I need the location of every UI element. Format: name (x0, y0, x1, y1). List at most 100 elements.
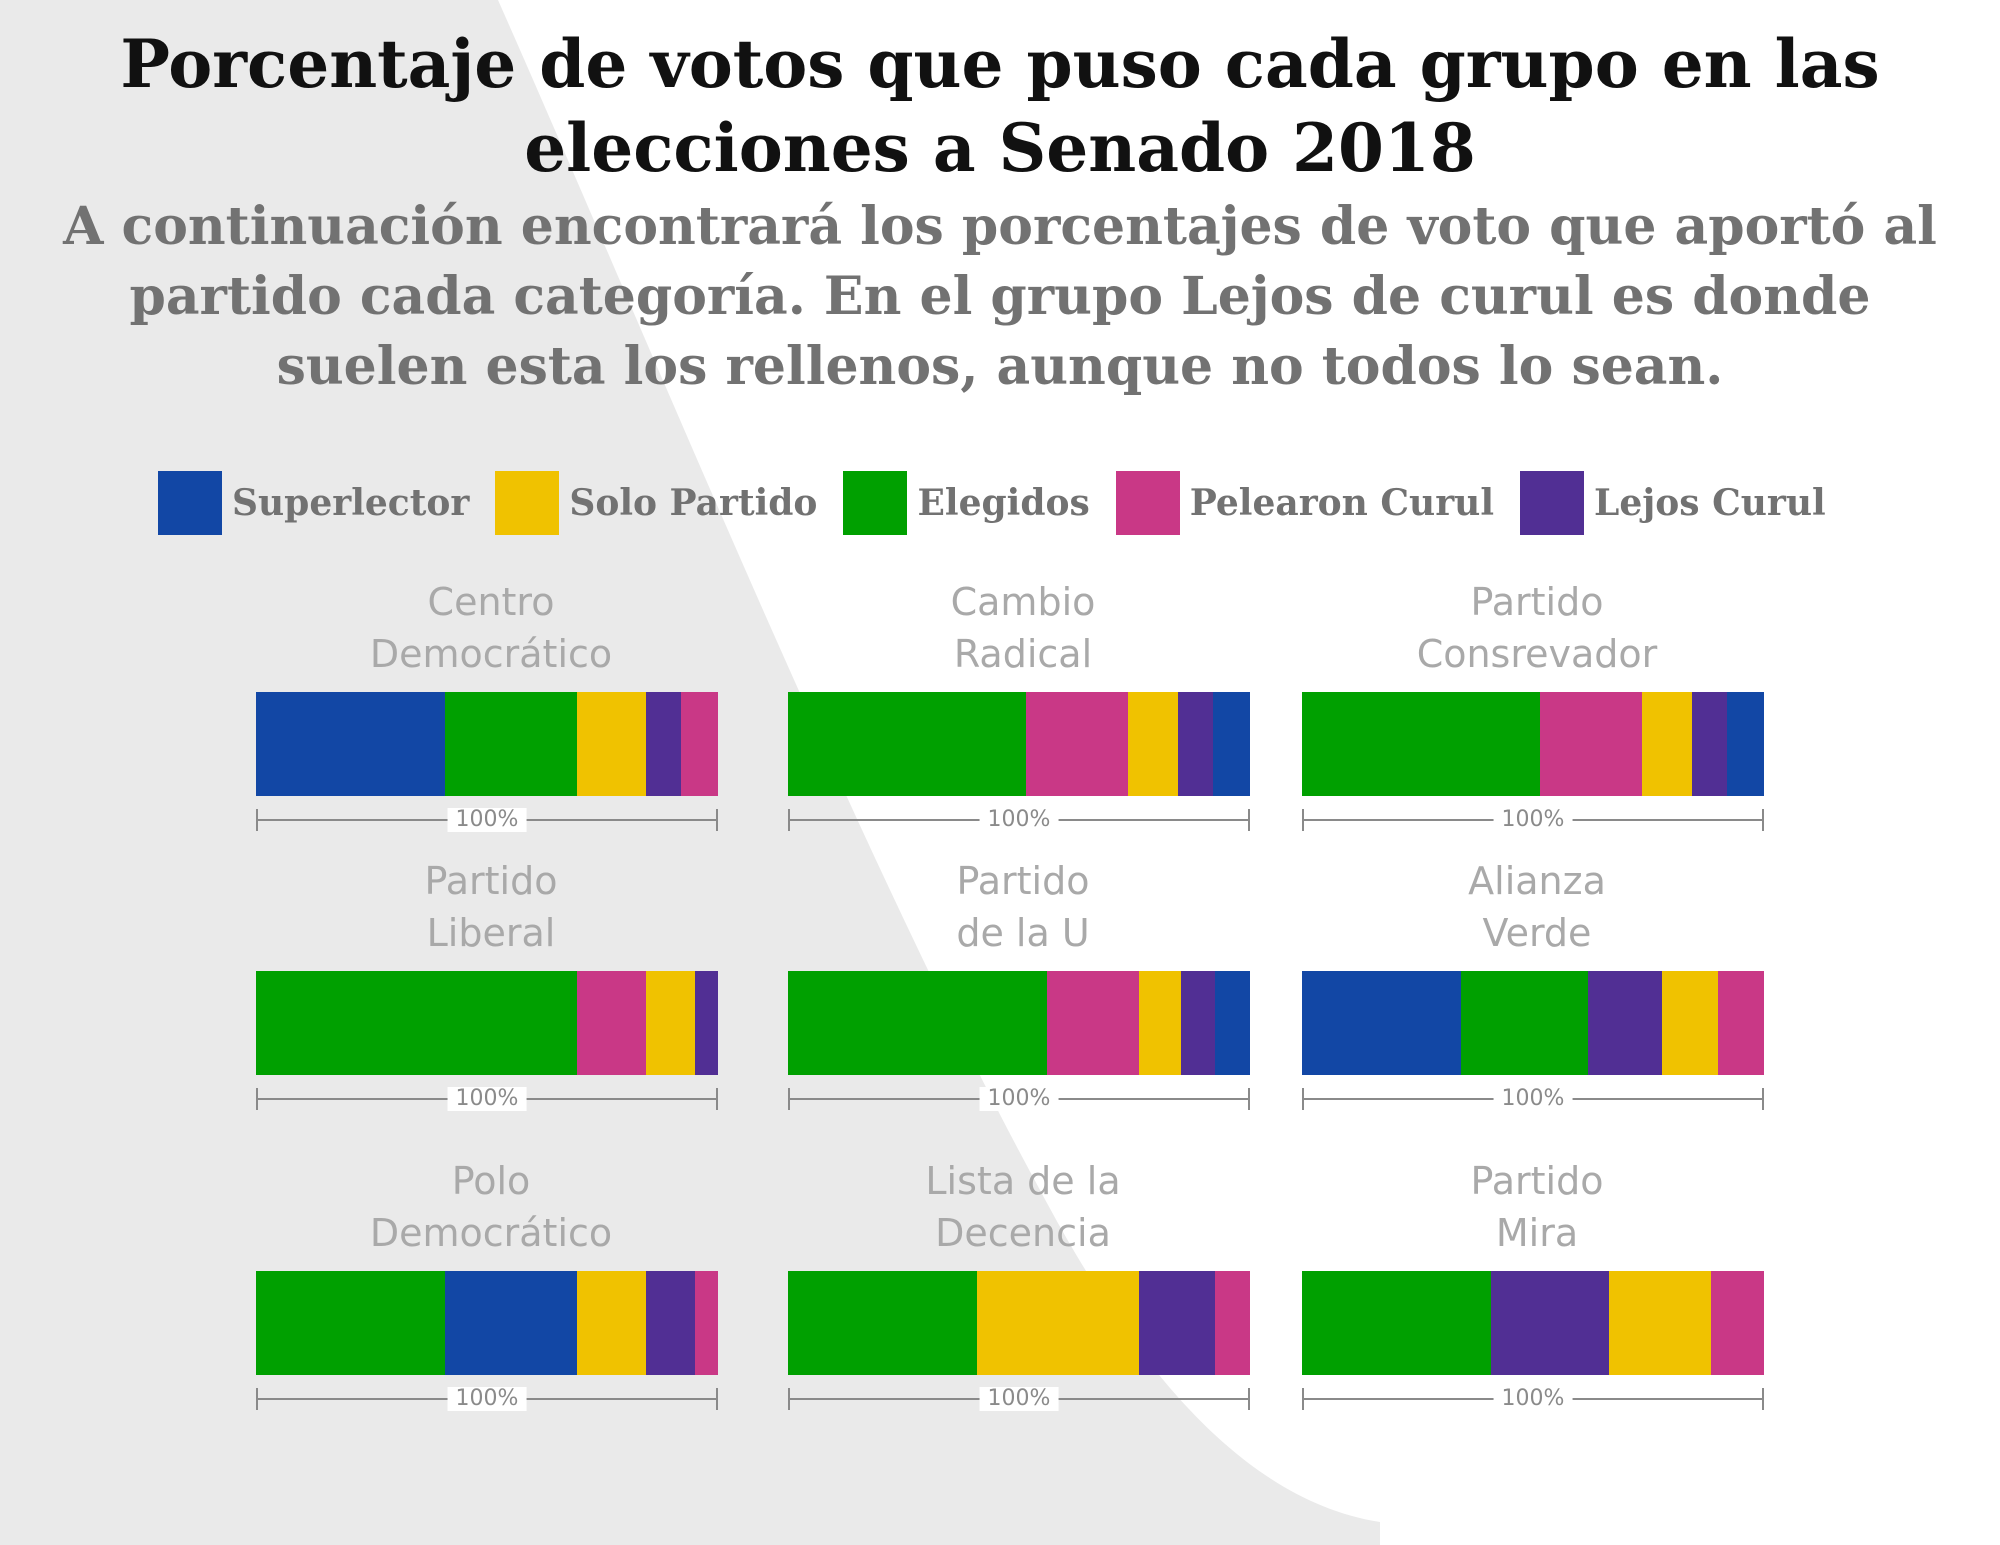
scale-tick-left (788, 809, 790, 831)
stacked-bar (788, 971, 1250, 1075)
legend: Superlector Solo Partido Elegidos Pelearon … (158, 470, 1852, 536)
bar-segment-lejos-curul (1139, 1271, 1216, 1375)
bar-segment-elegidos (788, 692, 1026, 796)
bar-segment-solo-partido (577, 1271, 647, 1375)
party-name: Alianza Verde (1302, 855, 1772, 959)
legend-label: Elegidos (917, 482, 1090, 524)
scale-bracket: 100% (256, 808, 718, 832)
bar-segment-lejos-curul (646, 1271, 695, 1375)
scale-bracket: 100% (256, 1087, 718, 1111)
scale-tick-right (1248, 1388, 1250, 1410)
party-name-line: Polo (451, 1159, 531, 1203)
bar-segment-pelearon-curul (577, 971, 647, 1075)
bar-segment-pelearon-curul (1539, 692, 1642, 796)
bar-segment-pelearon-curul (1717, 971, 1764, 1075)
party-name: Partido de la U (788, 855, 1258, 959)
bar-segment-lejos-curul (1692, 692, 1727, 796)
stacked-bar (788, 692, 1250, 796)
party-panel: Lista de la Decencia 100% (788, 1155, 1258, 1411)
party-panel: Partido Consrevador 100% (1302, 576, 1772, 832)
party-name-line: Liberal (426, 911, 556, 955)
party-name-line: Partido (424, 859, 558, 903)
scale-label: 100% (979, 1087, 1059, 1111)
stacked-bar (1302, 971, 1764, 1075)
party-name-line: Lista de la (925, 1159, 1121, 1203)
stacked-bar (788, 1271, 1250, 1375)
scale-label: 100% (447, 808, 527, 832)
chart-subtitle: A continuación encontrará los porcentaje… (63, 196, 1937, 397)
legend-swatch (158, 471, 222, 535)
scale-label: 100% (979, 808, 1059, 832)
bar-segment-solo-partido (977, 1271, 1140, 1375)
party-name: Partido Consrevador (1302, 576, 1772, 680)
bar-segment-lejos-curul (646, 692, 681, 796)
bar-segment-elegidos (788, 1271, 978, 1375)
bar-segment-solo-partido (1127, 692, 1179, 796)
party-panel: Cambio Radical 100% (788, 576, 1258, 832)
legend-item-pelearon-curul: Pelearon Curul (1115, 471, 1495, 535)
legend-swatch (1115, 471, 1180, 535)
scale-tick-right (1762, 809, 1764, 831)
scale-bracket: 100% (1302, 808, 1764, 832)
bar-segment-elegidos (256, 971, 578, 1075)
party-panel: Alianza Verde 100% (1302, 855, 1772, 1111)
bar-segment-elegidos (256, 1271, 446, 1375)
party-name-line: Partido (1470, 580, 1604, 624)
party-name-line: Alianza (1468, 859, 1606, 903)
legend-label: Pelearon Curul (1189, 482, 1495, 524)
bar-segment-superlector (1302, 971, 1462, 1075)
scale-bracket: 100% (788, 808, 1250, 832)
party-name-line: Radical (953, 632, 1093, 676)
party-name-line: Mira (1495, 1211, 1579, 1255)
scale-label: 100% (1493, 1087, 1573, 1111)
bar-segment-solo-partido (577, 692, 647, 796)
legend-swatch (1520, 471, 1585, 535)
bar-segment-pelearon-curul (681, 692, 718, 796)
bar-segment-solo-partido (646, 971, 695, 1075)
party-name-line: Cambio (950, 580, 1096, 624)
party-name-line: Partido (1470, 1159, 1604, 1203)
party-panel: Polo Democrático 100% (256, 1155, 726, 1411)
scale-tick-right (1248, 1088, 1250, 1110)
chart-title: Porcentaje de votos que puso cada grupo … (120, 25, 1880, 187)
bar-segment-lejos-curul (1180, 971, 1216, 1075)
bar-segment-elegidos (788, 971, 1047, 1075)
legend-item-elegidos: Elegidos (843, 471, 1090, 535)
party-panel: Partido de la U 100% (788, 855, 1258, 1111)
scale-tick-right (716, 809, 718, 831)
bar-segment-solo-partido (1609, 1271, 1711, 1375)
party-panel: Partido Mira 100% (1302, 1155, 1772, 1411)
bar-segment-solo-partido (1139, 971, 1181, 1075)
scale-tick-left (256, 809, 258, 831)
legend-item-lejos-curul: Lejos Curul (1520, 471, 1826, 535)
party-name: Partido Liberal (256, 855, 726, 959)
bar-segment-lejos-curul (1178, 692, 1213, 796)
bar-segment-elegidos (445, 692, 578, 796)
scale-label: 100% (447, 1387, 527, 1411)
legend-label: Solo Partido (569, 482, 818, 524)
bar-segment-lejos-curul (694, 971, 718, 1075)
legend-item-superlector: Superlector (158, 471, 469, 535)
scale-tick-left (1302, 1088, 1304, 1110)
scale-tick-right (1248, 809, 1250, 831)
scale-tick-left (256, 1388, 258, 1410)
legend-label: Lejos Curul (1594, 482, 1826, 524)
party-name: Polo Democrático (256, 1155, 726, 1259)
party-name-line: Decencia (935, 1211, 1111, 1255)
bar-segment-lejos-curul (1588, 971, 1663, 1075)
party-name-line: Democrático (369, 632, 613, 676)
scale-label: 100% (1493, 1387, 1573, 1411)
bar-segment-pelearon-curul (1046, 971, 1140, 1075)
legend-label: Superlector (232, 482, 470, 524)
bar-segment-elegidos (1461, 971, 1589, 1075)
party-name: Centro Democrático (256, 576, 726, 680)
scale-tick-left (1302, 809, 1304, 831)
legend-item-solo-partido: Solo Partido (495, 471, 817, 535)
party-name-line: Democrático (369, 1211, 613, 1255)
party-name-line: Centro (427, 580, 555, 624)
bar-segment-superlector (1213, 692, 1250, 796)
bar-segment-superlector (256, 692, 446, 796)
party-name: Lista de la Decencia (788, 1155, 1258, 1259)
party-name-line: Verde (1482, 911, 1592, 955)
scale-tick-left (1302, 1388, 1304, 1410)
